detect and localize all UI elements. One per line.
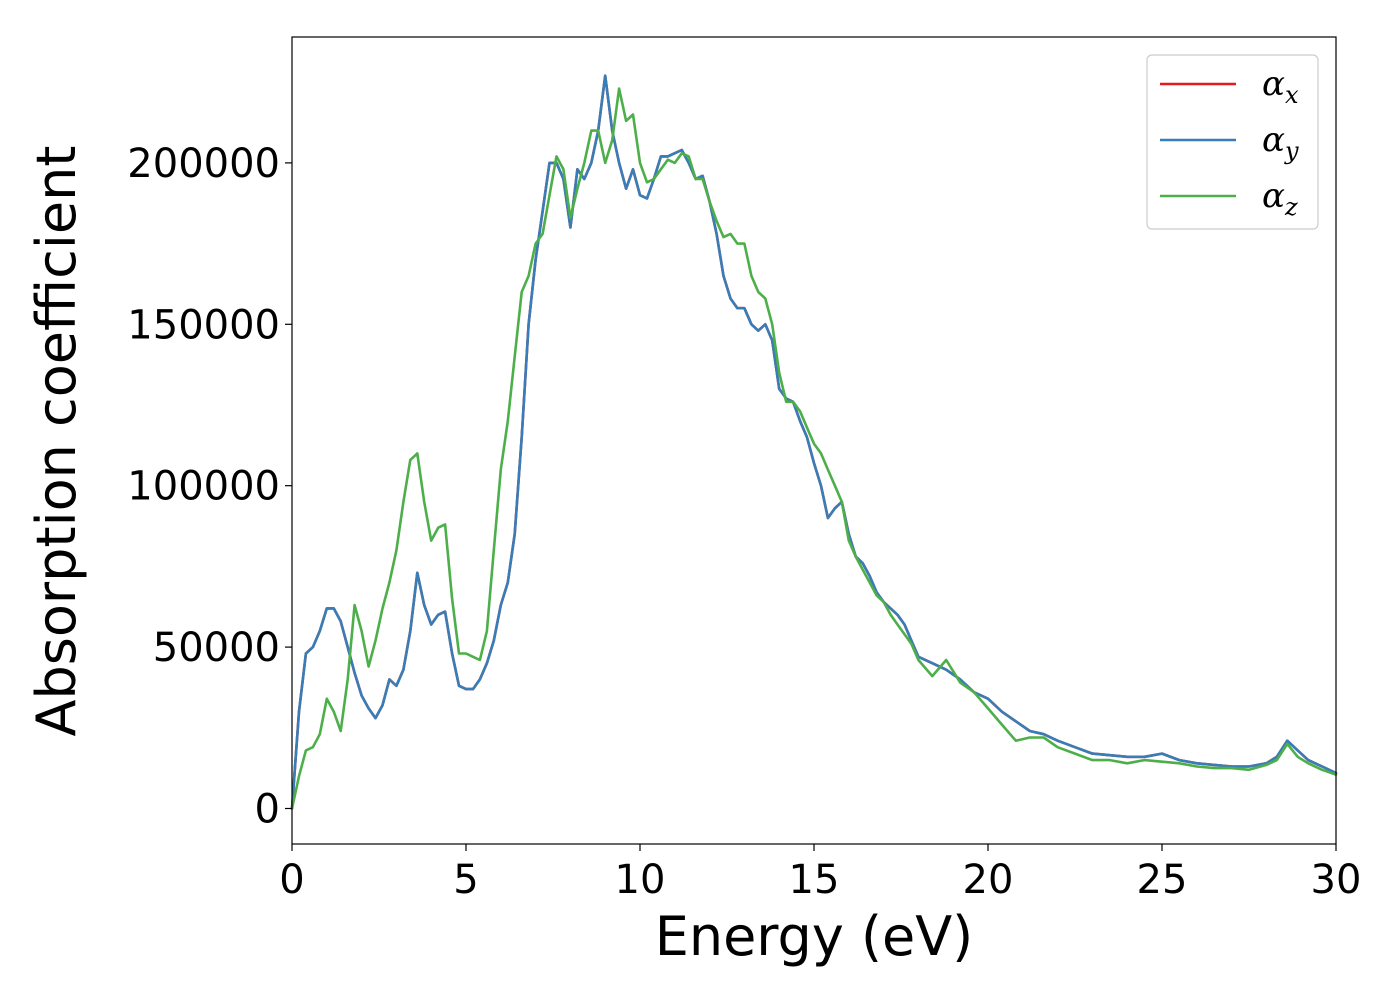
- y-tick-label: 150000: [127, 302, 280, 348]
- x-axis: 0 5 10 15 20 25 30: [279, 844, 1361, 903]
- legend-label-x: αx: [1262, 64, 1299, 109]
- x-tick-label: 15: [789, 857, 840, 903]
- x-tick-label: 25: [1137, 857, 1188, 903]
- y-tick-label: 0: [255, 786, 280, 832]
- legend-label-y: αy: [1262, 120, 1299, 165]
- x-tick-label: 20: [963, 857, 1014, 903]
- y-tick-label: 50000: [153, 625, 280, 671]
- y-axis: 0 50000 100000 150000 200000: [127, 141, 292, 832]
- x-tick-label: 5: [453, 857, 478, 903]
- y-tick-label: 100000: [127, 464, 280, 510]
- x-tick-label: 0: [279, 857, 304, 903]
- series-line-y: [290, 74, 1338, 810]
- x-axis-label: Energy (eV): [655, 905, 974, 968]
- x-tick-label: 10: [615, 857, 666, 903]
- y-tick-label: 200000: [127, 141, 280, 187]
- x-tick-label: 30: [1311, 857, 1362, 903]
- y-axis-label: Absorption coefficient: [25, 146, 88, 737]
- series-layer: [290, 74, 1338, 810]
- legend-box: [1146, 54, 1319, 230]
- series-line-z: [290, 87, 1338, 810]
